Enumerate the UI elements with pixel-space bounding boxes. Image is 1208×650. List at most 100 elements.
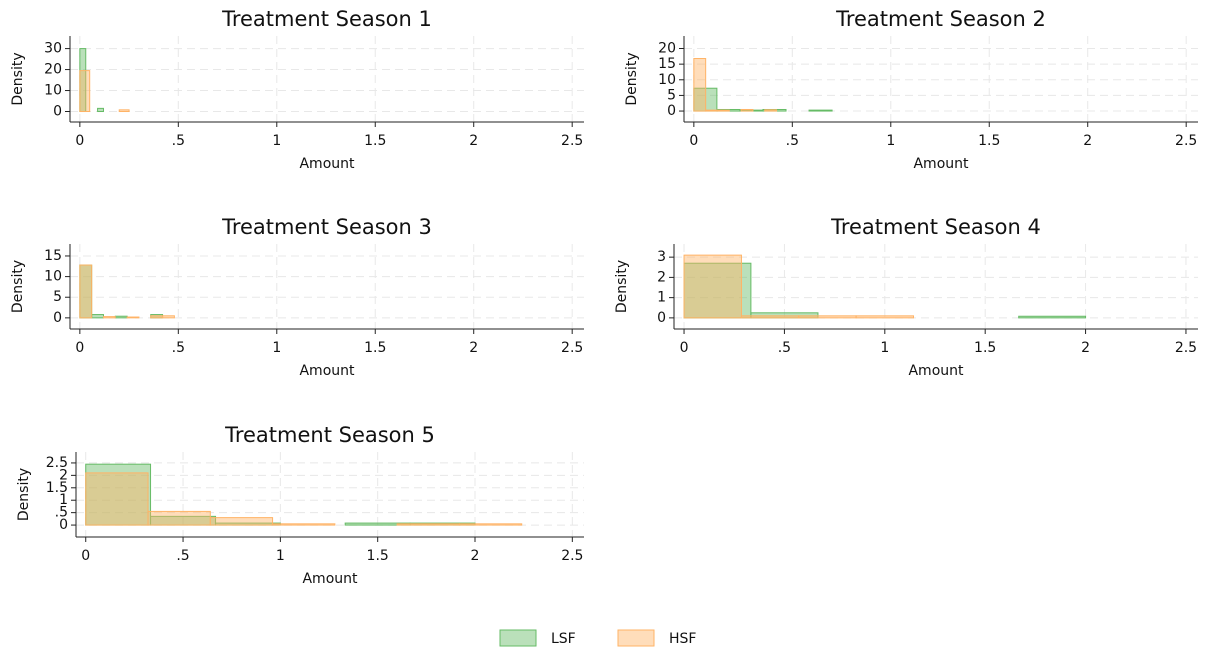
x-tick-label: .5: [176, 548, 189, 564]
legend-label: HSF: [669, 631, 696, 647]
x-tick-label: 0: [689, 133, 698, 149]
histogram-bar: [209, 517, 274, 526]
x-axis-label: Amount: [299, 156, 355, 172]
x-tick-label: 1.5: [978, 133, 1000, 149]
y-tick-label: 10: [44, 269, 62, 285]
histogram-bar: [126, 316, 140, 319]
x-axis-label: Amount: [908, 363, 964, 379]
y-tick-label: 20: [658, 41, 676, 57]
x-tick-label: .5: [786, 133, 799, 149]
histogram-bar: [458, 523, 523, 526]
y-tick-label: 5: [667, 87, 676, 103]
y-axis-label: Density: [16, 468, 32, 521]
histogram-bar: [764, 109, 778, 112]
x-tick-label: 1.5: [974, 340, 996, 356]
x-tick-label: 1: [272, 340, 281, 356]
histogram-bar: [162, 315, 175, 319]
histogram-bar: [683, 254, 742, 319]
y-tick-label: 10: [44, 83, 62, 99]
histogram-bar: [79, 70, 91, 113]
histogram-bar: [740, 108, 754, 112]
histogram-bar: [798, 315, 857, 319]
x-tick-label: 1: [880, 340, 889, 356]
y-tick-label: 0: [59, 517, 68, 533]
legend-swatch: [499, 629, 537, 647]
chart-title: Treatment Season 3: [221, 215, 432, 239]
chart-title: Treatment Season 4: [830, 215, 1041, 239]
histogram-bar: [91, 314, 104, 319]
y-tick-label: 3: [657, 249, 666, 265]
x-tick-label: 0: [81, 548, 90, 564]
x-tick-label: 2: [469, 340, 478, 356]
histogram-bar: [97, 107, 104, 113]
x-tick-label: 2: [469, 133, 478, 149]
y-tick-label: 0: [53, 310, 62, 326]
x-tick-label: 1: [276, 548, 285, 564]
y-tick-label: 1.5: [46, 480, 68, 496]
histogram-bar: [272, 523, 336, 526]
x-tick-label: 1: [886, 133, 895, 149]
histogram-bar: [147, 510, 211, 526]
y-tick-label: 1: [657, 290, 666, 306]
histogram-bar: [705, 109, 718, 112]
y-axis-label: Density: [10, 260, 26, 313]
y-tick-label: 0: [657, 310, 666, 326]
histogram-bar: [396, 523, 460, 526]
y-tick-label: 1: [59, 492, 68, 508]
x-tick-label: 2.5: [561, 548, 583, 564]
histogram-bar: [150, 315, 164, 319]
legend-swatch: [617, 629, 655, 647]
y-tick-label: 15: [658, 56, 676, 72]
x-axis-label: Amount: [302, 571, 358, 587]
y-axis-label: Density: [614, 260, 630, 313]
x-tick-label: 1.5: [364, 133, 386, 149]
y-tick-label: 30: [44, 41, 62, 57]
x-tick-label: .5: [172, 133, 185, 149]
histogram-bar: [740, 315, 800, 319]
y-tick-label: 20: [44, 62, 62, 78]
histogram-bar: [716, 109, 730, 112]
histogram-bar: [683, 262, 752, 319]
histogram-bar: [808, 109, 833, 112]
legend-label: LSF: [551, 631, 576, 647]
x-tick-label: 2.5: [1175, 340, 1197, 356]
x-tick-label: 2: [1081, 340, 1090, 356]
histogram-bar: [855, 315, 915, 319]
x-axis-label: Amount: [299, 363, 355, 379]
x-tick-label: .5: [778, 340, 791, 356]
y-tick-label: .5: [55, 505, 68, 521]
x-tick-label: 1.5: [367, 548, 389, 564]
x-tick-label: 1.5: [364, 340, 386, 356]
histogram-bar: [102, 316, 116, 319]
y-tick-label: 15: [44, 248, 62, 264]
y-tick-label: 0: [53, 104, 62, 120]
x-tick-label: 2: [471, 548, 480, 564]
y-axis-label: Density: [624, 52, 640, 105]
y-tick-label: 10: [658, 72, 676, 88]
y-tick-label: 5: [53, 289, 62, 305]
histogram-bar: [114, 315, 128, 319]
y-tick-label: 0: [667, 103, 676, 119]
y-axis-label: Density: [10, 52, 26, 105]
x-tick-label: 0: [75, 133, 84, 149]
x-tick-label: 2: [1083, 133, 1092, 149]
chart-title: Treatment Season 1: [221, 7, 432, 31]
histogram-bar: [85, 472, 149, 526]
histogram-bar: [79, 264, 93, 319]
histogram-bar: [1018, 315, 1087, 319]
x-tick-label: 2.5: [561, 133, 583, 149]
histogram-bar: [118, 109, 130, 113]
chart-title: Treatment Season 2: [835, 7, 1046, 31]
x-tick-label: 0: [680, 340, 689, 356]
x-tick-label: 2.5: [561, 340, 583, 356]
histogram-bar: [693, 58, 707, 112]
x-axis-label: Amount: [913, 156, 969, 172]
x-tick-label: 1: [272, 133, 281, 149]
y-tick-label: 2: [59, 467, 68, 483]
y-tick-label: 2: [657, 269, 666, 285]
chart-title: Treatment Season 5: [224, 423, 435, 447]
x-tick-label: 2.5: [1175, 133, 1197, 149]
x-tick-label: 0: [75, 340, 84, 356]
x-tick-label: .5: [172, 340, 185, 356]
